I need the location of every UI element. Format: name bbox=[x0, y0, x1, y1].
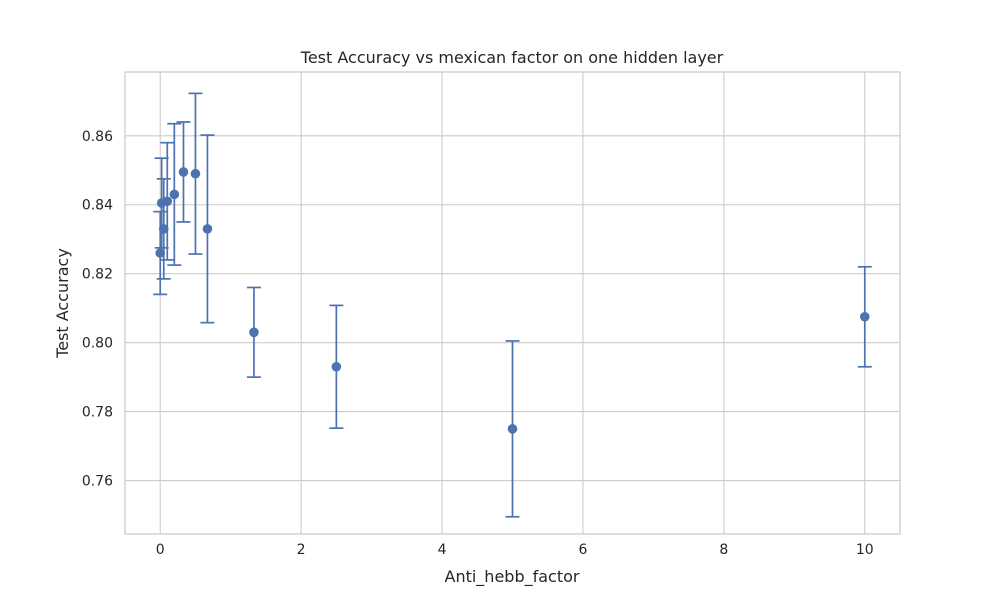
data-point-group bbox=[857, 265, 872, 368]
data-point-group bbox=[505, 340, 520, 518]
data-point bbox=[178, 167, 189, 177]
y-tick-label: 0.76 bbox=[82, 474, 113, 490]
y-axis-ticks: 0.76 0.78 0.80 0.82 0.84 0.86 bbox=[82, 129, 113, 490]
data-point bbox=[507, 424, 518, 434]
data-point bbox=[202, 224, 213, 234]
data-point-group bbox=[176, 121, 191, 223]
y-tick-label: 0.82 bbox=[82, 267, 113, 283]
data-point bbox=[155, 248, 166, 258]
data-point-group bbox=[153, 210, 168, 296]
x-tick-label: 8 bbox=[719, 542, 728, 558]
data-point-group bbox=[160, 141, 175, 261]
series-accuracy bbox=[153, 92, 872, 518]
x-tick-label: 10 bbox=[856, 542, 874, 558]
data-point bbox=[190, 168, 201, 179]
chart-title: Test Accuracy vs mexican factor on one h… bbox=[300, 48, 724, 67]
data-point bbox=[169, 189, 180, 200]
data-point-group bbox=[188, 92, 203, 255]
y-tick-label: 0.80 bbox=[82, 336, 113, 352]
y-tick-label: 0.78 bbox=[82, 405, 113, 421]
data-point bbox=[162, 196, 173, 207]
data-point bbox=[158, 224, 169, 234]
data-point-group bbox=[329, 304, 344, 430]
x-tick-label: 4 bbox=[438, 542, 447, 558]
data-point-group bbox=[200, 134, 215, 324]
data-point-group bbox=[246, 286, 261, 378]
data-point bbox=[331, 361, 342, 372]
y-axis-label: Test Accuracy bbox=[53, 248, 72, 359]
x-axis-label: Anti_hebb_factor bbox=[445, 567, 580, 587]
plot-frame bbox=[124, 71, 901, 535]
x-axis-ticks: 0 2 4 6 8 10 bbox=[156, 542, 874, 558]
data-point-group bbox=[167, 122, 182, 266]
y-tick-label: 0.84 bbox=[82, 198, 113, 214]
x-tick-label: 2 bbox=[297, 542, 306, 558]
x-tick-label: 0 bbox=[156, 542, 165, 558]
data-point bbox=[249, 327, 259, 338]
y-tick-label: 0.86 bbox=[82, 129, 113, 145]
data-point bbox=[859, 311, 870, 322]
x-tick-label: 6 bbox=[578, 542, 587, 558]
data-point-group bbox=[156, 178, 171, 280]
